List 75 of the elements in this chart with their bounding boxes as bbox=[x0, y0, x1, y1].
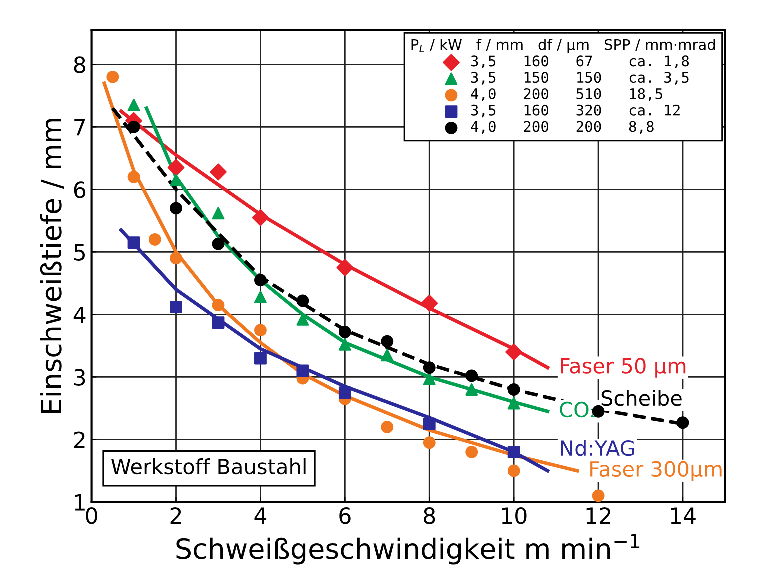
y-tick-label: 5 bbox=[74, 244, 85, 261]
series-label: Scheibe bbox=[602, 390, 682, 406]
y-tick-label: 7 bbox=[74, 119, 86, 136]
point bbox=[381, 349, 394, 362]
series-label: Faser 50 µm bbox=[561, 358, 686, 378]
point bbox=[128, 236, 140, 250]
annotation: Werkstoff Baustahl bbox=[111, 458, 306, 475]
point bbox=[423, 362, 436, 374]
point bbox=[168, 159, 185, 176]
point bbox=[421, 295, 438, 312]
point bbox=[254, 324, 267, 337]
point bbox=[212, 316, 225, 330]
x-tick-label: 10 bbox=[502, 508, 527, 524]
point bbox=[508, 397, 520, 410]
point bbox=[338, 386, 352, 400]
point bbox=[210, 164, 227, 181]
point bbox=[128, 120, 140, 134]
line-series bbox=[144, 106, 550, 414]
point bbox=[423, 436, 436, 450]
legend-label: 4,0 200 510 18,5 bbox=[471, 88, 662, 102]
x-tick-label: 6 bbox=[340, 508, 351, 524]
point bbox=[466, 370, 478, 382]
series-label: Nd:YAG bbox=[561, 440, 634, 456]
point bbox=[381, 335, 394, 348]
point bbox=[148, 233, 162, 246]
point bbox=[423, 418, 436, 430]
point bbox=[508, 464, 520, 478]
point bbox=[508, 384, 520, 396]
x-tick-label: 14 bbox=[671, 508, 696, 524]
y-axis-title: Einschweißtiefe / mm bbox=[40, 119, 64, 414]
point bbox=[466, 384, 478, 396]
legend-label: 3,5 160 67 ca. 1,8 bbox=[471, 56, 690, 69]
point bbox=[254, 352, 267, 365]
y-tick-label: 8 bbox=[74, 56, 86, 74]
legend-label: 4,0 200 200 8,8 bbox=[471, 121, 654, 134]
y-tick-label: 2 bbox=[74, 432, 85, 448]
legend-title: P$_{L}$ / kW f / mm df / µm SPP / mm·mrad bbox=[412, 39, 716, 54]
x-axis-title: Schweißgeschwindigkeit m min$^{−1}$ bbox=[176, 534, 640, 565]
y-tick-label: 1 bbox=[75, 494, 85, 511]
y-tick-label: 6 bbox=[74, 182, 86, 198]
point bbox=[423, 372, 436, 386]
point bbox=[381, 421, 394, 434]
x-tick-label: 8 bbox=[424, 508, 436, 524]
point bbox=[506, 344, 523, 361]
legend-label: 3,5 150 150 ca. 3,5 bbox=[471, 72, 689, 85]
point bbox=[338, 326, 352, 338]
point bbox=[466, 446, 478, 458]
x-tick-label: 4 bbox=[254, 508, 267, 524]
point bbox=[212, 238, 225, 250]
point bbox=[336, 259, 354, 276]
point bbox=[170, 252, 182, 265]
point bbox=[170, 202, 182, 215]
point bbox=[254, 274, 267, 287]
y-tick-label: 4 bbox=[74, 306, 86, 324]
point bbox=[592, 490, 605, 502]
point bbox=[508, 446, 520, 458]
x-tick-label: 0 bbox=[86, 508, 98, 524]
point bbox=[212, 299, 225, 312]
point bbox=[170, 174, 182, 187]
point bbox=[106, 70, 120, 84]
point bbox=[252, 209, 270, 226]
point bbox=[676, 416, 690, 430]
point bbox=[296, 294, 310, 308]
point bbox=[128, 170, 140, 184]
x-tick-label: 12 bbox=[586, 508, 610, 524]
point bbox=[254, 290, 267, 304]
x-tick-label: 2 bbox=[170, 508, 182, 524]
point bbox=[170, 301, 182, 314]
series-label: Faser 300µm bbox=[590, 461, 722, 482]
point bbox=[212, 207, 225, 220]
point bbox=[338, 338, 352, 351]
point bbox=[296, 364, 310, 378]
point bbox=[128, 99, 140, 112]
legend-label: 3,5 160 320 ca. 12 bbox=[471, 104, 680, 118]
y-tick-label: 3 bbox=[74, 369, 86, 386]
